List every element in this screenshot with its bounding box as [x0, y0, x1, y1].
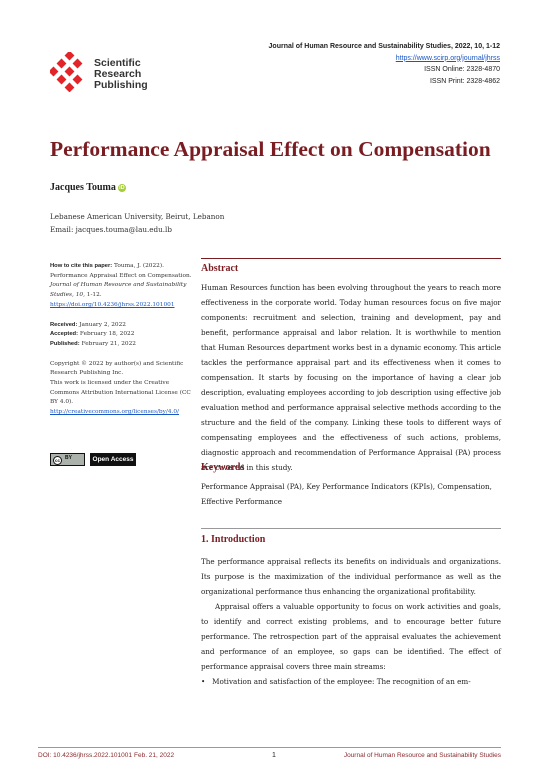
- cite-pages: 1-12.: [86, 292, 102, 299]
- orcid-icon[interactable]: iD: [117, 184, 126, 192]
- cite-doi-link[interactable]: https://doi.org/10.4236/jhrss.2022.10100…: [50, 301, 175, 308]
- bullet-text: Motivation and satisfaction of the emplo…: [212, 677, 471, 686]
- intro-bullet-1: • Motivation and satisfaction of the emp…: [201, 674, 501, 689]
- keywords-text: Performance Appraisal (PA), Key Performa…: [201, 482, 492, 506]
- cite-text: Touma, J. (2022). Performance Appraisal …: [50, 263, 192, 279]
- affiliation-block: Lebanese American University, Beirut, Le…: [50, 211, 224, 236]
- cite-label: How to cite this paper:: [50, 263, 113, 269]
- publisher-name-line: Research: [94, 68, 142, 80]
- publisher-name-line: Publishing: [94, 79, 148, 91]
- footer-journal: Journal of Human Resource and Sustainabi…: [343, 752, 501, 759]
- received-label: Received:: [50, 321, 78, 328]
- published-line: Published: February 21, 2022: [50, 340, 196, 350]
- issn-print: ISSN Print: 2328-4862: [429, 77, 500, 85]
- page-number: 1: [272, 752, 276, 759]
- abstract-text: Human Resources function has been evolvi…: [201, 283, 501, 472]
- received-line: Received: January 2, 2022: [50, 321, 196, 331]
- creative-commons-icon: cc: [53, 455, 62, 465]
- author-line: Jacques Touma iD: [50, 182, 126, 193]
- cc-by-label: BY: [65, 455, 72, 461]
- intro-paragraph-2: Appraisal offers a valuable opportunity …: [201, 602, 501, 671]
- keywords-heading: Keywords: [201, 462, 245, 473]
- abstract-divider: [201, 258, 501, 259]
- publisher-name: Scientific Research Publishing: [94, 58, 148, 91]
- journal-header: Journal of Human Resource and Sustainabi…: [269, 41, 500, 87]
- citation-block: How to cite this paper: Touma, J. (2022)…: [50, 262, 196, 311]
- publisher-logo: Scientific Research Publishing: [50, 52, 170, 92]
- footer-doi[interactable]: DOI: 10.4236/jhrss.2022.101001: [38, 752, 132, 759]
- cite-journal: Journal of Human Resource and Sustainabi…: [50, 282, 187, 299]
- accepted-label: Accepted:: [50, 331, 79, 338]
- paper-title: Performance Appraisal Effect on Compensa…: [50, 137, 491, 161]
- accepted-date: February 18, 2022: [79, 331, 135, 338]
- published-label: Published:: [50, 340, 80, 347]
- intro-paragraph-1: The performance appraisal reflects its b…: [201, 557, 501, 596]
- license-badges: cc BY Open Access: [50, 453, 190, 467]
- footer-divider: [38, 747, 501, 748]
- copyright: Copyright © 2022 by author(s) and Scient…: [50, 360, 184, 377]
- publisher-name-line: Scientific: [94, 57, 141, 69]
- footer-date: Feb. 21, 2022: [134, 752, 175, 759]
- abstract-heading: Abstract: [201, 263, 239, 274]
- introduction-body: The performance appraisal reflects its b…: [201, 554, 501, 689]
- open-access-badge: Open Access: [90, 453, 136, 466]
- article-info-sidebar: How to cite this paper: Touma, J. (2022)…: [50, 262, 196, 418]
- received-date: January 2, 2022: [79, 321, 126, 328]
- author-name: Jacques Touma: [50, 182, 116, 193]
- email: Email: jacques.touma@lau.edu.lb: [50, 224, 172, 234]
- license-link[interactable]: http://creativecommons.org/licenses/by/4…: [50, 409, 180, 416]
- published-date: February 21, 2022: [81, 340, 136, 347]
- license-text: This work is licensed under the Creative…: [50, 380, 191, 406]
- introduction-divider: [201, 528, 501, 529]
- affiliation: Lebanese American University, Beirut, Le…: [50, 212, 225, 221]
- accepted-line: Accepted: February 18, 2022: [50, 330, 196, 340]
- issn-online: ISSN Online: 2328-4870: [424, 66, 500, 73]
- journal-title-line: Journal of Human Resource and Sustainabi…: [268, 43, 500, 50]
- introduction-heading: 1. Introduction: [201, 534, 266, 545]
- journal-url-link[interactable]: https://www.scirp.org/journal/jhrss: [395, 54, 500, 62]
- scirp-logo-icon: [50, 52, 83, 92]
- bullet-icon: •: [201, 677, 206, 686]
- cc-by-badge[interactable]: cc BY: [50, 453, 85, 466]
